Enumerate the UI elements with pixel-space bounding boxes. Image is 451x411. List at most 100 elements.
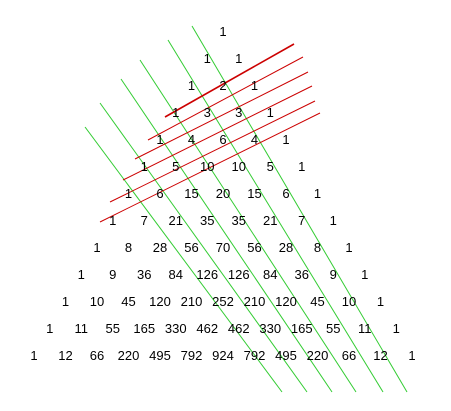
- triangle-entry: 1: [62, 294, 69, 309]
- triangle-entry: 8: [314, 240, 321, 255]
- triangle-entry: 4: [188, 132, 195, 147]
- triangle-entry: 1: [408, 348, 415, 363]
- triangle-entry: 1: [219, 24, 226, 39]
- triangle-entry: 12: [58, 348, 72, 363]
- triangle-entry: 56: [247, 240, 261, 255]
- triangle-entry: 28: [279, 240, 293, 255]
- triangle-entry: 120: [275, 294, 297, 309]
- triangle-entry: 8: [125, 240, 132, 255]
- triangle-entry: 66: [90, 348, 104, 363]
- triangle-entry: 3: [235, 105, 242, 120]
- triangle-entry: 6: [156, 186, 163, 201]
- triangle-entry: 9: [109, 267, 116, 282]
- triangle-entry: 1: [251, 78, 258, 93]
- green-diagonal-line: [84, 126, 283, 393]
- triangle-entry: 1: [235, 51, 242, 66]
- triangle-entry: 1: [267, 105, 274, 120]
- triangle-entry: 1: [46, 321, 53, 336]
- triangle-entry: 10: [90, 294, 104, 309]
- green-diagonal-lines: [84, 25, 408, 393]
- triangle-entry: 1: [30, 348, 37, 363]
- green-diagonal-line: [191, 25, 408, 393]
- triangle-entry: 1: [298, 159, 305, 174]
- triangle-entry: 1: [345, 240, 352, 255]
- triangle-entry: 210: [181, 294, 203, 309]
- triangle-entry: 495: [149, 348, 171, 363]
- red-diagonal-line: [134, 71, 309, 160]
- triangle-entry: 12: [373, 348, 387, 363]
- triangle-entry: 1: [361, 267, 368, 282]
- triangle-entry: 55: [326, 321, 340, 336]
- triangle-entry: 1: [188, 78, 195, 93]
- triangle-entry: 1: [393, 321, 400, 336]
- triangle-entry: 10: [232, 159, 246, 174]
- red-diagonal-line: [99, 112, 321, 223]
- triangle-entry: 36: [137, 267, 151, 282]
- red-diagonal-line: [147, 56, 304, 141]
- triangle-entry: 126: [228, 267, 250, 282]
- triangle-entry: 462: [196, 321, 218, 336]
- triangle-entry: 165: [291, 321, 313, 336]
- triangle-entry: 7: [141, 213, 148, 228]
- triangle-entry: 15: [247, 186, 261, 201]
- triangle-entry: 220: [307, 348, 329, 363]
- triangle-entry: 1: [156, 132, 163, 147]
- triangle-entry: 1: [141, 159, 148, 174]
- green-diagonal-line: [120, 78, 333, 393]
- triangle-entry: 4: [251, 132, 258, 147]
- triangle-entry: 1: [282, 132, 289, 147]
- triangle-entry: 84: [169, 267, 183, 282]
- triangle-entry: 28: [153, 240, 167, 255]
- triangle-entry: 15: [184, 186, 198, 201]
- triangle-entry: 3: [204, 105, 211, 120]
- triangle-entry: 45: [121, 294, 135, 309]
- red-diagonal-line: [164, 43, 295, 118]
- triangle-entry: 1: [330, 213, 337, 228]
- triangle-entry: 1: [93, 240, 100, 255]
- triangle-entry: 1: [125, 186, 132, 201]
- triangle-entry: 10: [342, 294, 356, 309]
- triangle-entry: 495: [275, 348, 297, 363]
- green-diagonal-line: [99, 102, 308, 393]
- triangle-entry: 84: [263, 267, 277, 282]
- triangle-entry: 330: [165, 321, 187, 336]
- triangle-entry: 7: [298, 213, 305, 228]
- triangle-entry: 66: [342, 348, 356, 363]
- triangle-entry: 20: [216, 186, 230, 201]
- triangle-entry: 924: [212, 348, 234, 363]
- triangle-entry: 1: [204, 51, 211, 66]
- triangle-entry: 462: [228, 321, 250, 336]
- triangle-entry: 210: [244, 294, 266, 309]
- triangle-entry: 56: [184, 240, 198, 255]
- triangle-entry: 6: [282, 186, 289, 201]
- triangle-entry: 5: [172, 159, 179, 174]
- triangle-entry: 126: [196, 267, 218, 282]
- triangle-entry: 6: [219, 132, 226, 147]
- green-diagonal-line: [139, 59, 357, 393]
- triangle-entry: 792: [244, 348, 266, 363]
- triangle-entry: 792: [181, 348, 203, 363]
- red-diagonal-line: [122, 85, 313, 181]
- triangle-numbers: 11 11 2 11 3 3 11 4 6 4 11 5 10 10 5 11 6 15 20 15 6 11 7 21 35 3…: [30, 24, 415, 363]
- triangle-entry: 220: [118, 348, 140, 363]
- triangle-entry: 21: [169, 213, 183, 228]
- triangle-entry: 5: [267, 159, 274, 174]
- red-diagonal-lines: [99, 43, 321, 223]
- triangle-entry: 1: [314, 186, 321, 201]
- triangle-entry: 45: [310, 294, 324, 309]
- triangle-entry: 1: [109, 213, 116, 228]
- triangle-entry: 35: [232, 213, 246, 228]
- triangle-entry: 2: [219, 78, 226, 93]
- red-diagonal-line: [109, 100, 316, 203]
- triangle-entry: 36: [295, 267, 309, 282]
- triangle-entry: 165: [133, 321, 155, 336]
- triangle-entry: 10: [200, 159, 214, 174]
- green-diagonal-line: [167, 39, 384, 393]
- triangle-entry: 35: [200, 213, 214, 228]
- triangle-entry: 120: [149, 294, 171, 309]
- triangle-entry: 1: [78, 267, 85, 282]
- triangle-entry: 330: [259, 321, 281, 336]
- triangle-entry: 21: [263, 213, 277, 228]
- triangle-entry: 55: [106, 321, 120, 336]
